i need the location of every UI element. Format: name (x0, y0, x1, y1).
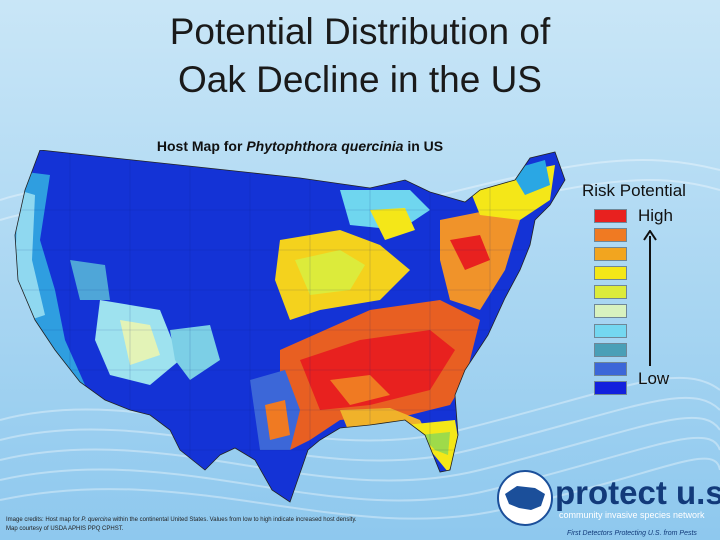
title-line-1: Potential Distribution of (169, 11, 551, 52)
credits-suffix: within the continental United States. Va… (110, 517, 357, 523)
legend-swatch-0 (594, 209, 627, 223)
subtitle-prefix: Host Map for (156, 138, 247, 154)
logo-footer: First Detectors Protecting U.S. from Pes… (567, 530, 697, 537)
legend-swatches (594, 209, 628, 400)
legend-swatch-1 (594, 228, 627, 243)
map-regions (15, 150, 565, 502)
slide-title: Potential Distribution of Oak Decline in… (0, 8, 720, 104)
credits-line-2: Map courtesy of USDA APHIS PPQ CPHST. (6, 526, 124, 532)
legend-swatch-6 (594, 323, 627, 338)
image-credits: Image credits: Host map for P. quercina … (6, 516, 357, 534)
us-risk-map (14, 150, 566, 503)
legend-high-label: High (638, 206, 673, 225)
legend-low-label: Low (638, 369, 670, 388)
title-line-2: Oak Decline in the US (177, 59, 542, 100)
legend-swatch-2 (594, 247, 627, 262)
protect-us-logo: protect u.s. community invasive species … (497, 470, 720, 537)
subtitle-species: Phytophthora quercinia (246, 138, 404, 154)
credits-line-1: Image credits: Host map for P. quercina … (6, 516, 357, 525)
legend-swatch-3 (594, 266, 627, 281)
map-subtitle: Host Map for Phytophthora quercinia in U… (0, 138, 600, 154)
logo-tagline: community invasive species network (559, 510, 705, 520)
credits-prefix: Image credits: Host map for (6, 517, 82, 523)
legend-swatch-8 (594, 361, 627, 376)
legend-arrow-icon (643, 230, 657, 366)
credits-species: P. quercina (81, 517, 111, 523)
legend-title: Risk Potential (582, 181, 686, 200)
legend-swatch-7 (594, 342, 627, 357)
legend-swatch-4 (594, 285, 627, 300)
legend-swatch-5 (594, 304, 627, 319)
subtitle-suffix: in US (403, 138, 444, 154)
legend-swatch-9 (594, 380, 627, 395)
logo-wordmark: protect u.s. (555, 474, 720, 511)
